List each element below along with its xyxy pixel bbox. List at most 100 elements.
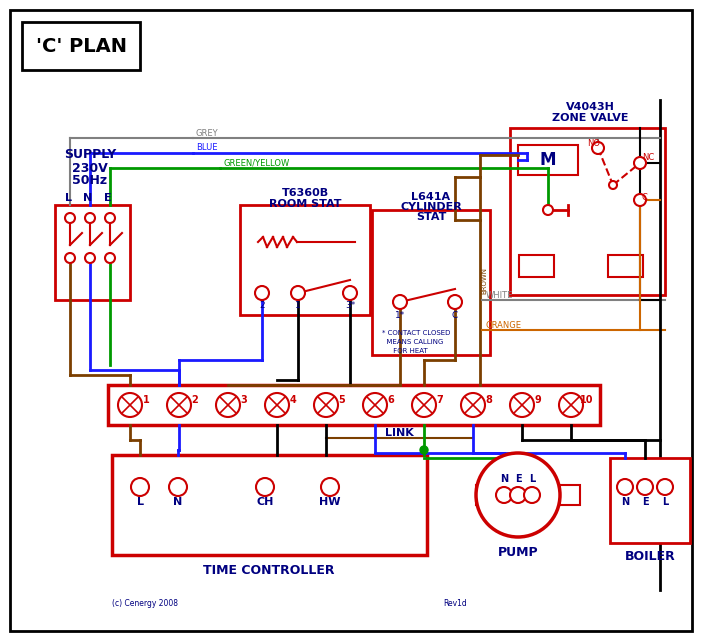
Text: 6: 6	[388, 395, 395, 405]
Circle shape	[461, 393, 485, 417]
Text: CYLINDER: CYLINDER	[400, 202, 462, 212]
Circle shape	[343, 286, 357, 300]
Circle shape	[476, 453, 560, 537]
Circle shape	[169, 478, 187, 496]
FancyBboxPatch shape	[372, 210, 490, 355]
Circle shape	[617, 479, 633, 495]
FancyBboxPatch shape	[518, 145, 578, 175]
Text: V4043H: V4043H	[566, 102, 614, 112]
Circle shape	[448, 295, 462, 309]
Circle shape	[657, 479, 673, 495]
Circle shape	[265, 393, 289, 417]
Text: BOILER: BOILER	[625, 551, 675, 563]
Text: C: C	[452, 312, 458, 320]
Text: (c) Cenergy 2008: (c) Cenergy 2008	[112, 599, 178, 608]
FancyBboxPatch shape	[608, 255, 643, 277]
Text: 3: 3	[241, 395, 247, 405]
Circle shape	[609, 181, 617, 189]
Text: 7: 7	[437, 395, 444, 405]
Circle shape	[510, 393, 534, 417]
Circle shape	[543, 205, 553, 215]
Text: WHITE: WHITE	[486, 290, 513, 299]
FancyBboxPatch shape	[476, 485, 496, 505]
Text: NO: NO	[587, 138, 600, 147]
Circle shape	[510, 487, 526, 503]
Text: ROOM STAT: ROOM STAT	[269, 199, 341, 209]
Circle shape	[65, 213, 75, 223]
Text: N: N	[621, 497, 629, 507]
Text: L: L	[529, 474, 535, 484]
Circle shape	[167, 393, 191, 417]
Circle shape	[634, 194, 646, 206]
Circle shape	[393, 295, 407, 309]
Circle shape	[634, 157, 646, 169]
Text: 1*: 1*	[395, 312, 405, 320]
FancyBboxPatch shape	[560, 485, 580, 505]
Text: L: L	[662, 497, 668, 507]
Circle shape	[592, 142, 604, 154]
Circle shape	[105, 213, 115, 223]
Text: NC: NC	[642, 153, 654, 163]
Circle shape	[559, 393, 583, 417]
Text: BLUE: BLUE	[196, 144, 218, 153]
Text: LINK: LINK	[385, 428, 413, 438]
Text: HW: HW	[319, 497, 340, 507]
Text: 1: 1	[143, 395, 150, 405]
Circle shape	[321, 478, 339, 496]
Text: 1: 1	[295, 301, 301, 310]
FancyBboxPatch shape	[610, 458, 690, 543]
Circle shape	[85, 213, 95, 223]
Text: C: C	[642, 194, 648, 203]
Circle shape	[363, 393, 387, 417]
Text: L: L	[136, 497, 143, 507]
Circle shape	[105, 253, 115, 263]
Text: PUMP: PUMP	[498, 545, 538, 558]
Text: GREEN/YELLOW: GREEN/YELLOW	[223, 158, 289, 167]
Text: E: E	[104, 193, 112, 203]
Text: M: M	[540, 151, 556, 169]
Circle shape	[118, 393, 142, 417]
Text: N: N	[84, 193, 93, 203]
Text: STAT: STAT	[416, 212, 446, 222]
Circle shape	[255, 286, 269, 300]
Text: 50Hz: 50Hz	[72, 174, 107, 188]
FancyBboxPatch shape	[519, 255, 554, 277]
Circle shape	[65, 253, 75, 263]
Circle shape	[496, 487, 512, 503]
Circle shape	[637, 479, 653, 495]
Circle shape	[85, 253, 95, 263]
Text: L: L	[65, 193, 72, 203]
FancyBboxPatch shape	[240, 205, 370, 315]
Text: 10: 10	[581, 395, 594, 405]
Text: L641A: L641A	[411, 192, 451, 202]
Circle shape	[420, 446, 428, 454]
Text: BROWN: BROWN	[481, 267, 487, 294]
Text: 8: 8	[486, 395, 492, 405]
Text: 4: 4	[290, 395, 296, 405]
Text: 'C' PLAN: 'C' PLAN	[36, 37, 126, 56]
Text: 230V: 230V	[72, 162, 108, 174]
Text: E: E	[515, 474, 522, 484]
Text: 2: 2	[259, 301, 265, 310]
Text: GREY: GREY	[196, 128, 218, 138]
FancyBboxPatch shape	[108, 385, 600, 425]
Text: Rev1d: Rev1d	[443, 599, 467, 608]
Circle shape	[314, 393, 338, 417]
Circle shape	[524, 487, 540, 503]
Circle shape	[412, 393, 436, 417]
Text: 3*: 3*	[345, 301, 355, 310]
Bar	[22, 22, 140, 70]
Text: 9: 9	[535, 395, 541, 405]
FancyBboxPatch shape	[112, 455, 427, 555]
FancyBboxPatch shape	[55, 205, 130, 300]
Text: E: E	[642, 497, 649, 507]
Text: CH: CH	[256, 497, 274, 507]
Text: N: N	[173, 497, 183, 507]
Circle shape	[131, 478, 149, 496]
Text: ZONE VALVE: ZONE VALVE	[552, 113, 628, 123]
Circle shape	[291, 286, 305, 300]
FancyBboxPatch shape	[510, 128, 665, 295]
Text: 5: 5	[338, 395, 345, 405]
Text: T6360B: T6360B	[282, 188, 329, 198]
Text: MEANS CALLING: MEANS CALLING	[382, 339, 444, 345]
